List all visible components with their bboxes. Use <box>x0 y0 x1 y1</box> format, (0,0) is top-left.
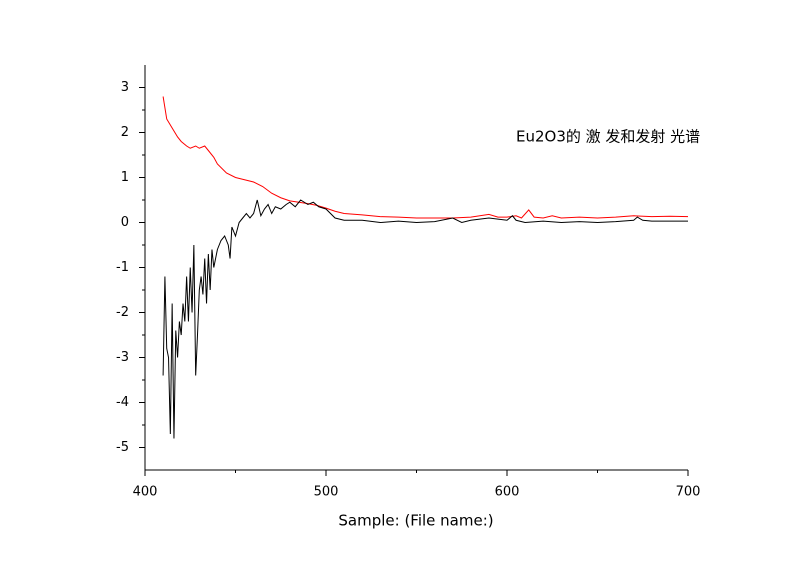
y-tick-label: 3 <box>121 80 129 95</box>
x-axis-label: Sample: (File name:) <box>338 512 493 530</box>
series-line <box>162 199 688 439</box>
y-tick-label: -2 <box>116 305 129 320</box>
y-tick-label: 0 <box>121 215 129 230</box>
y-tick-label: 1 <box>121 170 129 185</box>
annotation: Eu2O3的 激 发和发射 光谱 <box>516 128 700 146</box>
x-tick-label: 500 <box>314 485 339 500</box>
y-tick-label: -3 <box>116 350 129 365</box>
x-tick-label: 400 <box>133 485 158 500</box>
series-line <box>162 96 689 219</box>
y-tick-label: -4 <box>116 395 129 410</box>
x-tick-label: 700 <box>676 485 701 500</box>
y-tick-label: 2 <box>121 125 129 140</box>
y-tick-label: -1 <box>116 260 129 275</box>
y-tick-label: -5 <box>116 440 129 455</box>
x-tick-label: 600 <box>495 485 520 500</box>
